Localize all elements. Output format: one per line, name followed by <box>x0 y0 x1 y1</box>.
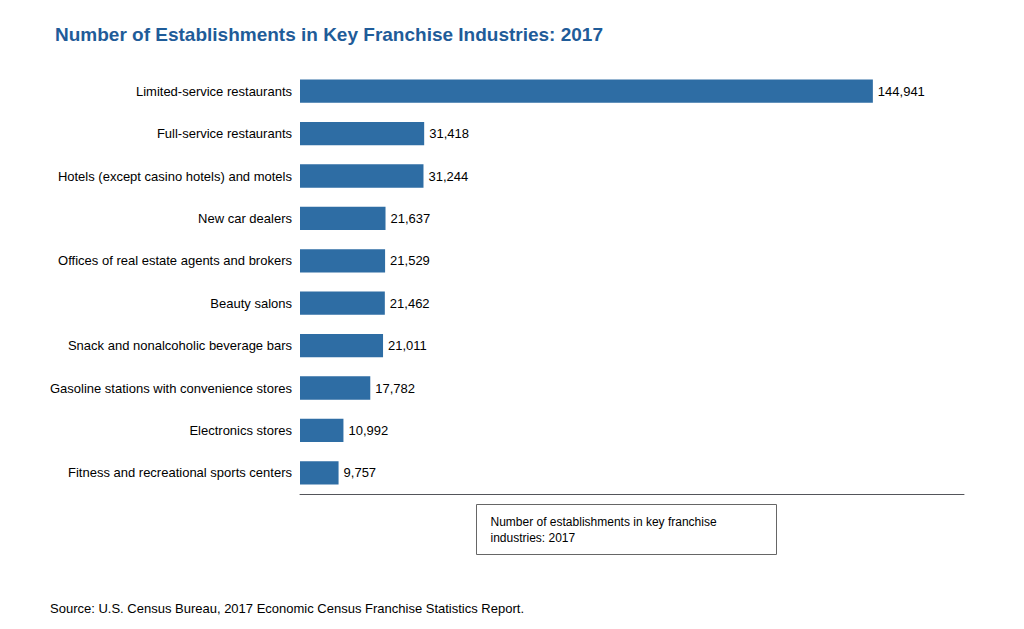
svg-text:17,782: 17,782 <box>375 381 415 396</box>
svg-text:Snack and nonalcoholic beverag: Snack and nonalcoholic beverage bars <box>68 338 293 353</box>
svg-text:144,941: 144,941 <box>878 84 925 99</box>
svg-text:industries: 2017: industries: 2017 <box>491 531 576 545</box>
svg-text:31,418: 31,418 <box>429 126 469 141</box>
svg-text:Number of Establishments in Ke: Number of Establishments in Key Franchis… <box>55 24 603 45</box>
svg-text:21,637: 21,637 <box>391 211 431 226</box>
svg-text:Beauty salons: Beauty salons <box>210 296 292 311</box>
svg-text:Offices of real estate agents: Offices of real estate agents and broker… <box>58 253 292 268</box>
svg-text:Gasoline stations with conveni: Gasoline stations with convenience store… <box>50 381 293 396</box>
svg-text:Hotels (except casino hotels): Hotels (except casino hotels) and motels <box>58 169 293 184</box>
svg-text:21,011: 21,011 <box>388 338 427 353</box>
svg-text:21,529: 21,529 <box>390 253 430 268</box>
svg-text:Source: U.S. Census Bureau, 20: Source: U.S. Census Bureau, 2017 Economi… <box>50 601 524 616</box>
svg-text:Number of establishments in ke: Number of establishments in key franchis… <box>491 515 717 529</box>
svg-text:Full-service restaurants: Full-service restaurants <box>157 126 293 141</box>
svg-text:New car dealers: New car dealers <box>198 211 292 226</box>
svg-text:21,462: 21,462 <box>390 296 430 311</box>
svg-text:10,992: 10,992 <box>348 423 388 438</box>
svg-text:Electronics stores: Electronics stores <box>189 423 292 438</box>
svg-text:9,757: 9,757 <box>344 465 377 480</box>
svg-text:Limited-service restaurants: Limited-service restaurants <box>136 84 293 99</box>
svg-text:31,244: 31,244 <box>428 169 468 184</box>
svg-text:Fitness and recreational sport: Fitness and recreational sports centers <box>68 465 292 480</box>
